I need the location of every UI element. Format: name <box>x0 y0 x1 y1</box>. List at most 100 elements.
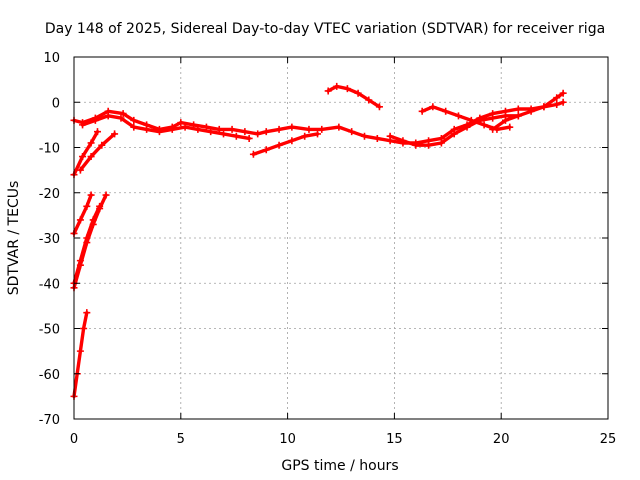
data-point <box>442 107 450 115</box>
data-point <box>514 112 522 120</box>
data-point <box>559 89 567 97</box>
data-point <box>245 134 253 142</box>
data-point <box>76 257 84 265</box>
tick-labels: 0 5 10 15 20 25 -70 -60 -50 -40 -30 -20 -10 0 10 <box>39 51 617 447</box>
data-point <box>79 153 87 161</box>
data-point <box>418 107 426 115</box>
data-point <box>288 123 296 131</box>
data-point <box>83 234 91 242</box>
data-point <box>375 103 383 111</box>
axis-ticks <box>73 56 609 420</box>
series-line <box>72 193 93 236</box>
y-tick-label: 10 <box>43 51 60 66</box>
data-point <box>87 153 95 161</box>
y-tick-label: -50 <box>39 323 60 338</box>
y-tick-label: -10 <box>39 142 60 157</box>
series-line <box>72 130 100 177</box>
data-point <box>143 125 151 133</box>
data-point <box>540 103 548 111</box>
x-tick-label: 10 <box>279 432 296 447</box>
data-point <box>275 141 283 149</box>
data-point <box>373 134 381 142</box>
series-line <box>78 132 117 172</box>
data-point <box>220 130 228 138</box>
data-point <box>111 130 119 138</box>
data-point <box>91 116 99 124</box>
data-point <box>514 105 522 113</box>
series-line <box>326 84 382 109</box>
data-point <box>501 116 509 124</box>
data-point <box>87 139 95 147</box>
data-point <box>463 123 471 131</box>
y-tick-label: 0 <box>52 96 60 111</box>
data-point <box>506 123 514 131</box>
data-point <box>553 94 561 102</box>
x-axis-label: GPS time / hours <box>281 458 398 474</box>
data-point <box>450 130 458 138</box>
data-point <box>241 128 249 136</box>
data-point <box>314 130 322 138</box>
data-point <box>117 114 125 122</box>
x-tick-label: 0 <box>70 432 78 447</box>
chart-title: Day 148 of 2025, Sidereal Day-to-day VTE… <box>45 21 605 37</box>
data-point <box>181 123 189 131</box>
data-point <box>489 125 497 133</box>
data-point <box>168 125 176 133</box>
data-point <box>489 114 497 122</box>
data-point <box>177 119 185 127</box>
data-point <box>425 141 433 149</box>
data-point <box>437 139 445 147</box>
data-point <box>119 110 127 118</box>
data-point <box>232 132 240 140</box>
y-tick-label: -20 <box>39 187 60 202</box>
data-point <box>79 121 87 129</box>
data-point <box>365 96 373 104</box>
data-point <box>104 112 112 120</box>
y-tick-label: -60 <box>39 368 60 383</box>
y-axis-label: SDTVAR / TECUs <box>6 181 22 296</box>
x-tick-label: 15 <box>386 432 403 447</box>
data-point <box>262 146 270 154</box>
data-point <box>354 89 362 97</box>
data-point <box>275 125 283 133</box>
data-point <box>262 128 270 136</box>
data-point <box>80 325 88 332</box>
data-point <box>93 128 101 136</box>
data-point <box>96 202 104 210</box>
series-line <box>72 100 565 145</box>
series-dip-8-11h <box>249 130 322 158</box>
data-point <box>83 309 91 317</box>
data-point <box>288 137 296 145</box>
data-point <box>553 101 561 109</box>
data-point <box>76 216 84 224</box>
data-point <box>559 98 567 106</box>
data-point <box>467 116 475 124</box>
data-point <box>386 132 394 140</box>
data-point <box>324 87 332 95</box>
data-point <box>98 141 106 149</box>
grid <box>74 57 608 419</box>
data-point <box>102 191 110 199</box>
data-point <box>89 216 97 224</box>
series-main-band-lower <box>79 112 253 142</box>
data-point <box>87 191 95 199</box>
y-tick-label: -70 <box>39 413 60 428</box>
data-point <box>254 130 262 138</box>
data-point <box>429 103 437 111</box>
data-point <box>130 123 138 131</box>
data-point <box>335 123 343 131</box>
data-point <box>207 128 215 136</box>
data-point <box>360 132 368 140</box>
data-point <box>305 125 313 133</box>
series-ramp-b <box>76 130 119 174</box>
data-point <box>399 137 407 145</box>
data-point <box>249 150 257 158</box>
data-point <box>76 166 84 174</box>
data-point <box>76 347 84 355</box>
data-point <box>412 141 420 149</box>
data-point <box>343 85 351 93</box>
x-tick-label: 20 <box>493 432 510 447</box>
data-series <box>70 82 567 400</box>
y-tick-label: -40 <box>39 277 60 292</box>
